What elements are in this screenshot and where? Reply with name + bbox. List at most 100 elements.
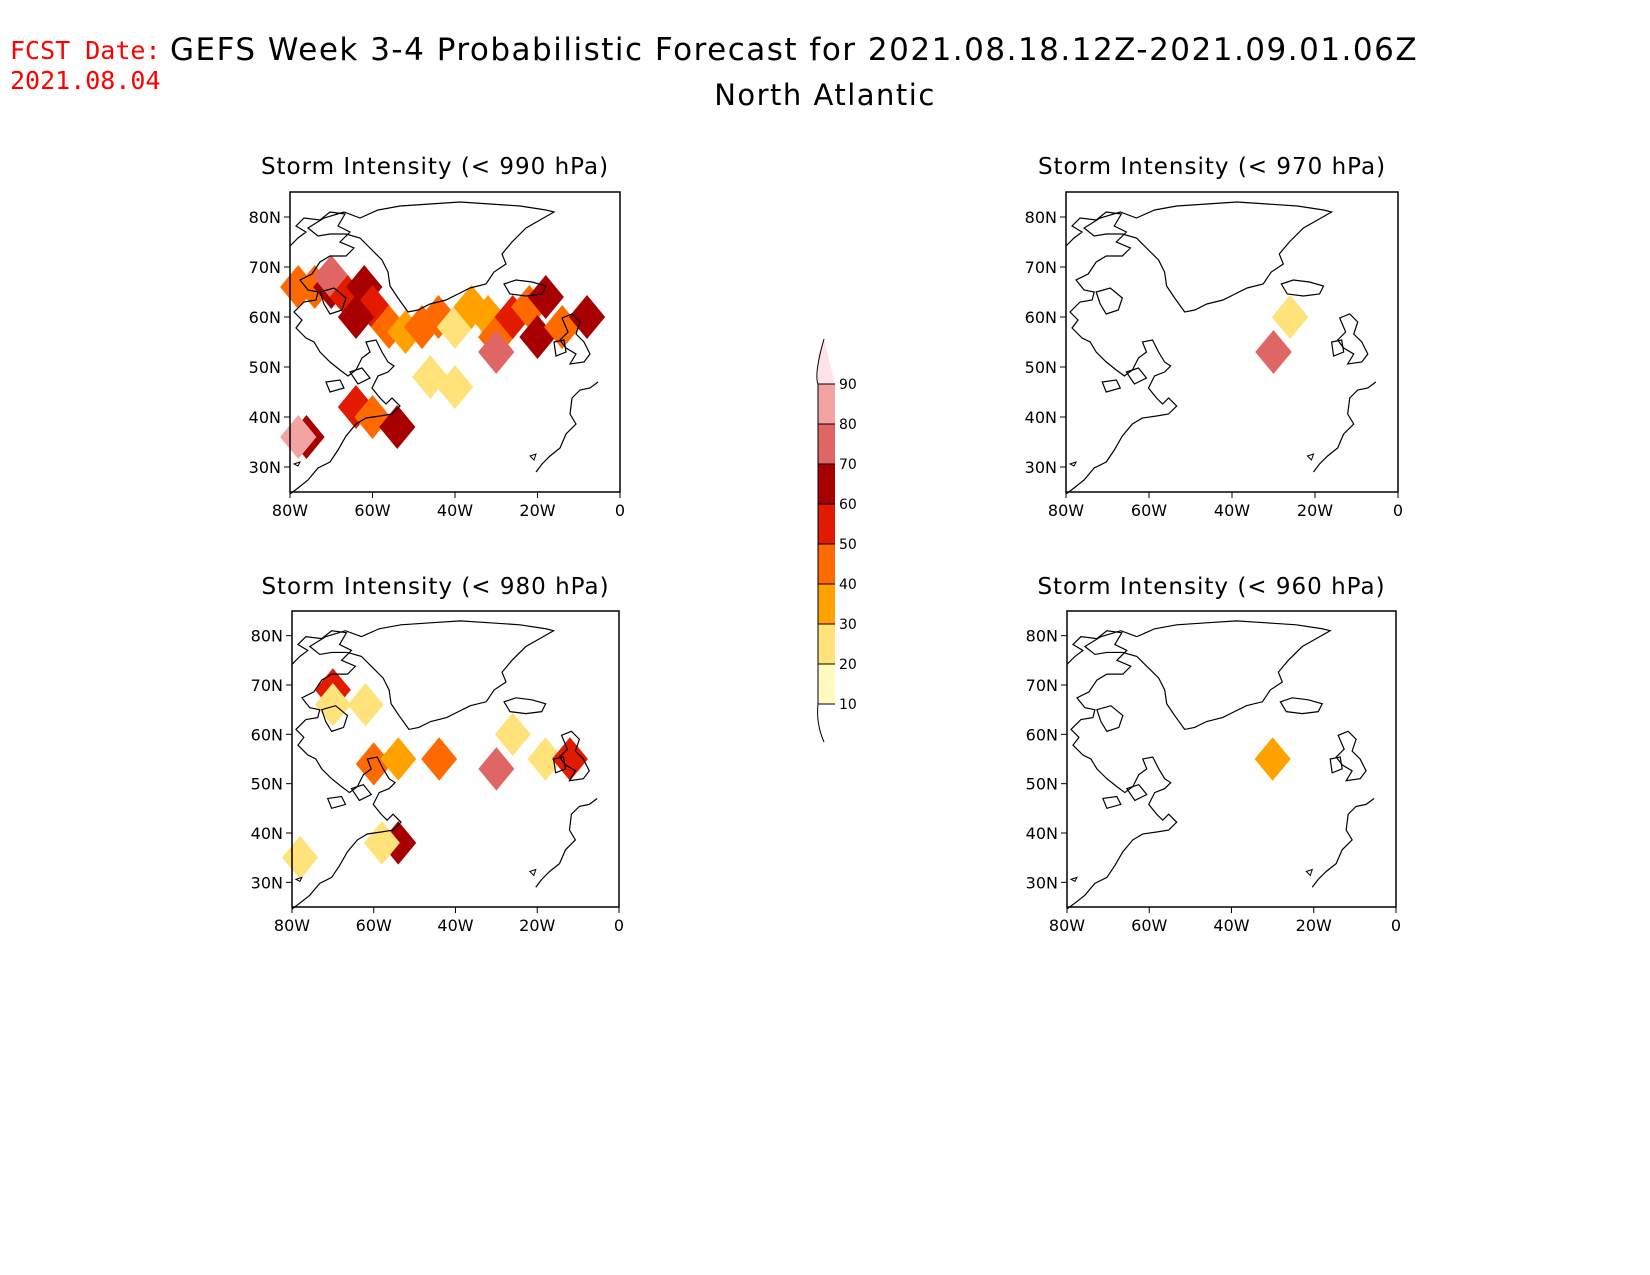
- lat-tick-label: 60N: [251, 725, 283, 744]
- forecast-date-label: FCST Date:: [10, 36, 161, 65]
- lon-tick-label: 40W: [1214, 501, 1250, 520]
- colorbar-label: 10: [839, 697, 857, 713]
- panel-title: Storm Intensity (< 980 hPa): [261, 574, 609, 600]
- coastline: [1065, 201, 1377, 495]
- region-label: North Atlantic: [714, 78, 936, 112]
- colorbar-segment: [818, 624, 835, 664]
- lon-tick-label: 0: [614, 916, 624, 935]
- lon-tick-label: 0: [615, 501, 625, 520]
- probability-cell: [478, 747, 515, 791]
- lat-tick-label: 70N: [1025, 258, 1057, 277]
- map-panel-990: Storm Intensity (< 990 hPa) 80W 60W 40W 20W 0…: [249, 154, 625, 520]
- colorbar-segment: [818, 544, 835, 584]
- lon-tick-label: 20W: [519, 501, 555, 520]
- probability-cells: [280, 255, 606, 459]
- lat-tick-label: 80N: [251, 627, 283, 646]
- colorbar-segment: [818, 664, 835, 704]
- lat-tick-label: 50N: [1025, 358, 1057, 377]
- lon-tick-label: 0: [1391, 916, 1401, 935]
- forecast-date-block: FCST Date: 2021.08.04: [10, 36, 161, 96]
- colorbar-label: 60: [839, 497, 857, 513]
- lat-tick-label: 60N: [249, 308, 281, 327]
- lon-tick-label: 40W: [437, 501, 473, 520]
- colorbar-label: 80: [839, 417, 857, 433]
- colorbar: 10 20 30 40 50 60 70 80 90: [816, 338, 857, 743]
- lon-tick-label: 40W: [1213, 916, 1249, 935]
- colorbar-segment: [818, 424, 835, 464]
- probability-cell: [436, 305, 474, 349]
- colorbar-label: 70: [839, 457, 857, 473]
- probability-cell: [551, 737, 588, 781]
- probability-cells: [1254, 737, 1291, 781]
- probability-cell: [379, 405, 416, 449]
- lat-tick-label: 30N: [1025, 458, 1057, 477]
- map-panel-980: Storm Intensity (< 980 hPa) 80W 60W 40W 20W 0…: [251, 574, 624, 935]
- probability-cells: [1255, 295, 1309, 374]
- probability-cell: [1255, 330, 1292, 374]
- lon-tick-label: 80W: [274, 916, 310, 935]
- probability-cell: [421, 737, 458, 781]
- colorbar-segment: [818, 504, 835, 544]
- lat-tick-label: 80N: [1025, 208, 1057, 227]
- probability-cell: [329, 275, 366, 319]
- colorbar-segment: [818, 464, 835, 504]
- probability-cell: [363, 821, 400, 865]
- lat-tick-label: 50N: [249, 358, 281, 377]
- lat-tick-label: 50N: [251, 775, 283, 794]
- probability-cell: [337, 295, 375, 339]
- lon-tick-label: 20W: [519, 916, 555, 935]
- lon-tick-label: 80W: [272, 501, 308, 520]
- panels-layer: Storm Intensity (< 990 hPa) 80W 60W 40W 20W 0…: [249, 154, 1403, 935]
- lat-tick-label: 70N: [249, 258, 281, 277]
- probability-cell: [346, 265, 383, 309]
- panel-title: Storm Intensity (< 960 hPa): [1037, 574, 1385, 600]
- probability-cell: [420, 295, 457, 339]
- probability-cell: [412, 355, 449, 399]
- lon-tick-label: 60W: [1131, 916, 1167, 935]
- lon-tick-label: 60W: [356, 916, 392, 935]
- map-panel-970: Storm Intensity (< 970 hPa) 80W 60W 40W 20W 0…: [1025, 154, 1403, 520]
- probability-cell: [403, 305, 441, 349]
- probability-cell: [380, 737, 417, 781]
- panel-title: Storm Intensity (< 990 hPa): [261, 154, 609, 180]
- colorbar-label: 30: [839, 617, 857, 633]
- map-panel-960: Storm Intensity (< 960 hPa) 80W 60W 40W 20W 0…: [1026, 574, 1401, 935]
- colorbar-segment: [818, 339, 835, 384]
- probability-cell: [347, 683, 384, 727]
- probability-cell: [280, 415, 317, 459]
- colorbar-segment: [818, 584, 835, 624]
- probability-cell: [1271, 295, 1309, 339]
- lat-tick-label: 70N: [1026, 676, 1058, 695]
- probability-cell: [527, 275, 564, 319]
- colorbar-segment: [818, 384, 835, 424]
- lat-tick-label: 40N: [1026, 824, 1058, 843]
- probability-cell: [436, 365, 474, 409]
- probability-cell: [337, 385, 375, 429]
- lat-tick-label: 30N: [1026, 873, 1058, 892]
- lat-tick-label: 60N: [1025, 308, 1057, 327]
- lon-tick-label: 0: [1393, 501, 1403, 520]
- page-title: GEFS Week 3-4 Probabilistic Forecast for…: [170, 32, 1419, 68]
- probability-cell: [354, 285, 391, 329]
- colorbar-label: 20: [839, 657, 857, 673]
- lat-tick-label: 80N: [249, 208, 281, 227]
- panel-title: Storm Intensity (< 970 hPa): [1038, 154, 1386, 180]
- lon-tick-label: 80W: [1048, 501, 1084, 520]
- coastline: [1066, 620, 1375, 910]
- lon-tick-label: 60W: [354, 501, 390, 520]
- lat-tick-label: 80N: [1026, 627, 1058, 646]
- probability-cells: [282, 668, 588, 880]
- lat-tick-label: 60N: [1026, 725, 1058, 744]
- forecast-date-value: 2021.08.04: [10, 66, 161, 95]
- lat-tick-label: 70N: [251, 676, 283, 695]
- lat-tick-label: 40N: [249, 408, 281, 427]
- probability-cell: [282, 835, 319, 880]
- coastline: [289, 201, 599, 495]
- probability-cell: [478, 330, 515, 374]
- probability-cell: [469, 295, 507, 339]
- lat-tick-label: 50N: [1026, 775, 1058, 794]
- colorbar-label: 40: [839, 577, 857, 593]
- probability-cell: [355, 742, 392, 786]
- colorbar-label: 50: [839, 537, 857, 553]
- probability-cell: [1254, 737, 1291, 781]
